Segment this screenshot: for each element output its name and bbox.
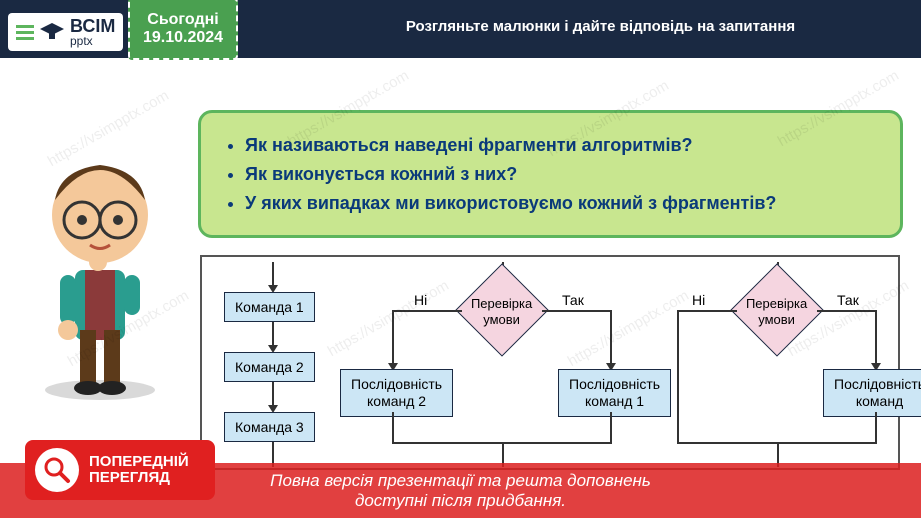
grad-cap-icon [40,23,64,41]
preview-badge[interactable]: ПОПЕРЕДНІЙ ПЕРЕГЛЯД [25,440,215,500]
logo-main: ВСІМ [70,17,115,35]
condition-diamond-2: Перевіркаумови [730,263,823,356]
page-title: Розгляньте малюнки і дайте відповідь на … [300,18,901,35]
condition-diamond: Перевіркаумови [455,263,548,356]
banner-line2: доступні після придбання. [355,491,566,511]
date-box: Сьогодні 19.10.2024 [128,0,238,60]
no-label-2: Ні [692,292,705,308]
seq-cmd1: Команда 1 [224,292,315,322]
seq-cmd3: Команда 3 [224,412,315,442]
condition-text-2: Перевіркаумови [746,296,807,327]
preview-text: ПОПЕРЕДНІЙ ПЕРЕГЛЯД [89,454,189,487]
question-item: Як виконується кожний з них? [245,160,876,189]
yes-label: Так [562,292,584,308]
seq-cmd2: Команда 2 [224,352,315,382]
character-illustration [20,130,180,400]
condition-text: Перевіркаумови [471,296,532,327]
magnifier-icon [35,448,79,492]
banner-line1: Повна версія презентації та решта доповн… [270,471,651,491]
logo-sub: pptx [70,35,115,47]
flowchart-panel: Команда 1 Команда 2 Команда 3 Перевіркау… [200,255,900,470]
branch-seq2: Послідовністькоманд 2 [340,369,453,417]
question-item: У яких випадках ми використовуємо кожний… [245,189,876,218]
branch-seq-single: Послідовністькоманд [823,369,921,417]
no-label: Ні [414,292,427,308]
date-label: Сьогодні [147,11,218,29]
logo: ВСІМ pptx [8,13,123,51]
question-item: Як називаються наведені фрагменти алгори… [245,131,876,160]
question-box: Як називаються наведені фрагменти алгори… [198,110,903,238]
yes-label-2: Так [837,292,859,308]
branch-seq1: Послідовністькоманд 1 [558,369,671,417]
date-value: 19.10.2024 [143,29,223,47]
